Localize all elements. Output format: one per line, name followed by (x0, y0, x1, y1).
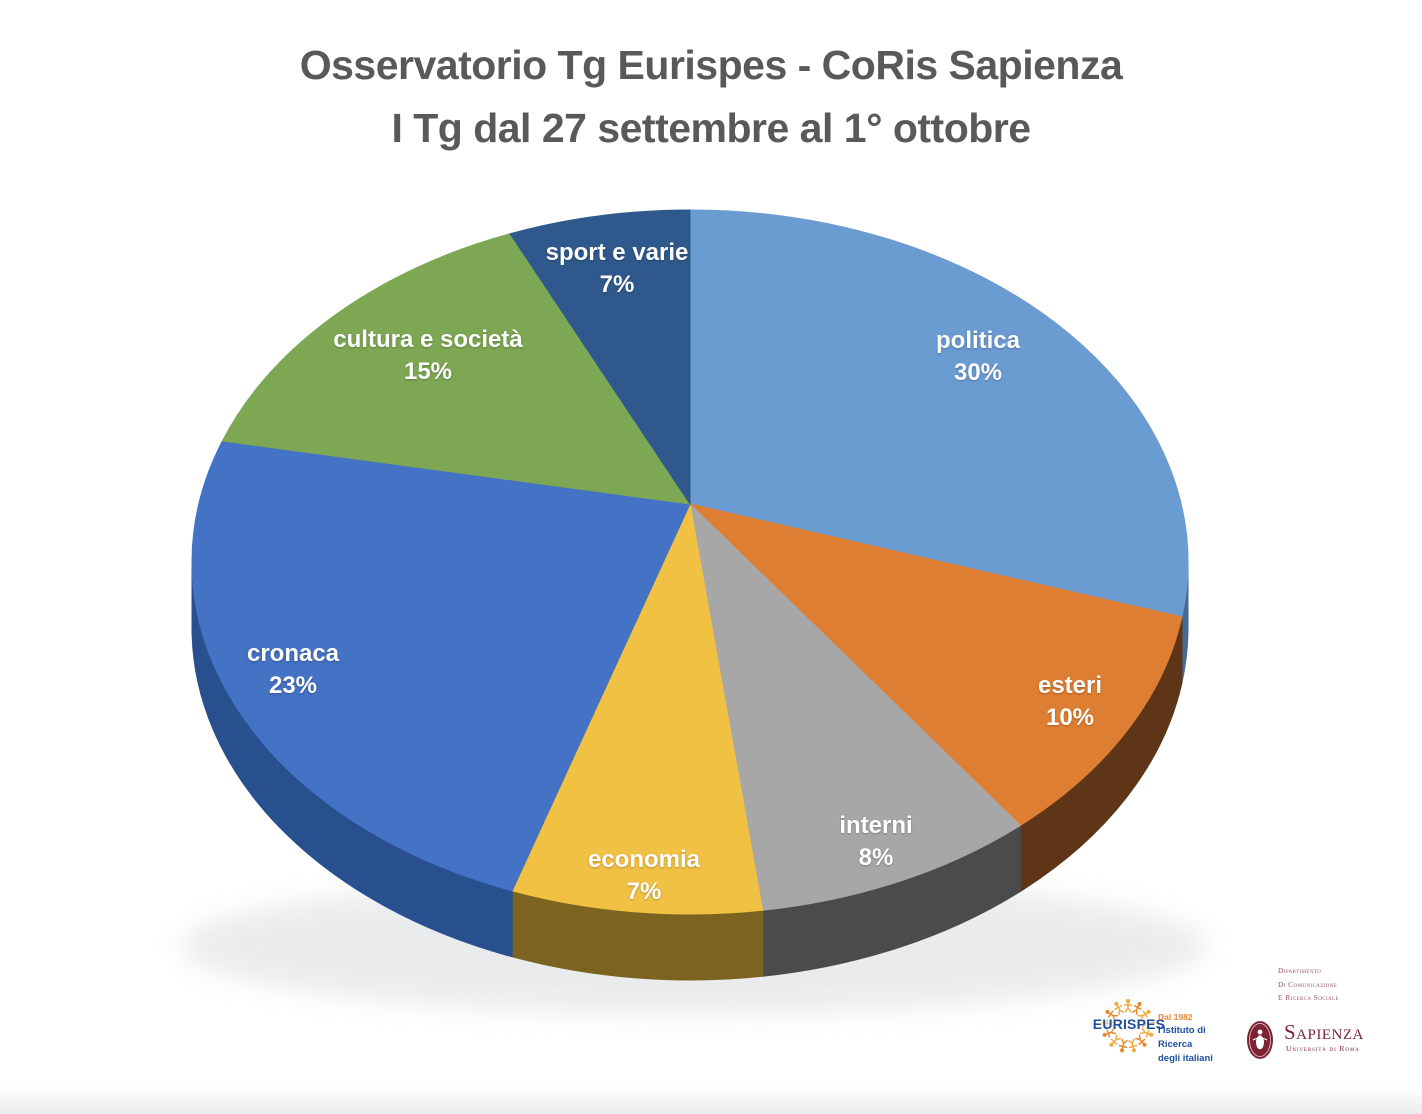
pie-label-esteri: esteri 10% (1038, 670, 1102, 734)
sapienza-dept-line2: di Comunicazione (1278, 979, 1338, 989)
pie-label-percent: 30% (953, 359, 1003, 386)
pie-label-percent: 7% (626, 878, 662, 905)
sapienza-seal-icon (1247, 1021, 1273, 1059)
pie-label-politica: politica 30% (936, 325, 1020, 389)
pie-label-name: esteri (1037, 672, 1103, 699)
pie-label-interni: interni 8% (839, 810, 912, 874)
eurispes-figure-icon (1105, 1009, 1119, 1021)
pie-slice-politica (689, 209, 1189, 618)
pie-slice-esteri (688, 503, 1183, 827)
eurispes-figure-icon (1123, 999, 1133, 1013)
pie-label-name: cronaca (246, 640, 340, 667)
eurispes-tagline: Dal 1982 l'Istituto di Ricerca degli ita… (1158, 1010, 1238, 1066)
pie-label-sport: sport e varie 7% (546, 237, 689, 301)
sapienza-wordmark: Sapienza (1284, 1020, 1364, 1044)
eurispes-ring-of-figures-icon (1101, 999, 1155, 1053)
pie-slice-economia (511, 502, 764, 915)
sapienza-dept-line1: Dipartimento (1278, 966, 1322, 975)
sapienza-subtitle: Università di Roma (1286, 1044, 1360, 1053)
pie-slice-cultura (221, 233, 692, 505)
eurispes-wordmark: EURISPES (1092, 1016, 1166, 1032)
chart-title-line1: Osservatorio Tg Eurispes - CoRis Sapienz… (299, 42, 1123, 88)
pie-label-name: cultura e società (333, 326, 523, 353)
eurispes-figure-icon (1102, 1028, 1117, 1038)
pie-slice-cronaca (191, 440, 691, 892)
pie-label-percent: 23% (268, 672, 318, 699)
chart-title: Osservatorio Tg Eurispes - CoRis Sapienz… (0, 0, 1422, 160)
eurispes-figure-icon (1137, 1009, 1151, 1021)
bottom-gradient-strip (0, 1084, 1422, 1114)
pie-label-name: economia (587, 846, 701, 873)
eurispes-figure-icon (1109, 1034, 1122, 1047)
sapienza-dept-line3: e Ricerca Sociale (1278, 993, 1339, 1002)
chart-title-line2: I Tg dal 27 settembre al 1° ottobre (391, 105, 1031, 151)
eurispes-tagline-line2: l'Istituto di Ricerca (1158, 1025, 1206, 1050)
pie-label-percent: 8% (858, 844, 894, 871)
pie-label-percent: 15% (403, 358, 453, 385)
sapienza-department-text: Dipartimento di Comunicazione e Ricerca … (1278, 964, 1339, 1005)
eurispes-figure-icon (1101, 1019, 1115, 1028)
eurispes-figure-icon (1134, 1034, 1147, 1047)
pie-label-name: sport e varie (545, 239, 689, 266)
pie-label-economia: economia 7% (588, 844, 700, 908)
eurispes-tagline-year: Dal 1982 (1158, 1012, 1193, 1022)
eurispes-figure-icon (1131, 1001, 1142, 1016)
eurispes-tagline-line3: degli italiani (1158, 1053, 1213, 1064)
eurispes-figure-icon (1139, 1028, 1154, 1038)
eurispes-figure-icon (1114, 1001, 1125, 1016)
eurispes-figure-icon (1141, 1019, 1155, 1028)
eurispes-figure-icon (1118, 1038, 1128, 1053)
pie-label-cronaca: cronaca 23% (247, 638, 339, 702)
eurispes-logo: EURISPES Dal 1982 l'Istituto di Ricerca … (1088, 992, 1238, 1072)
pie-label-percent: 10% (1045, 704, 1095, 731)
eurispes-figure-icon (1128, 1038, 1138, 1053)
pie-label-percent: 7% (599, 271, 635, 298)
sapienza-logo: Dipartimento di Comunicazione e Ricerca … (1238, 960, 1418, 1070)
pie-label-name: interni (839, 812, 913, 839)
pie-slice-sport (509, 209, 691, 506)
pie-label-name: politica (935, 327, 1021, 354)
pie-label-cultura: cultura e società 15% (333, 324, 522, 388)
pie-slice-interni (689, 502, 1022, 911)
